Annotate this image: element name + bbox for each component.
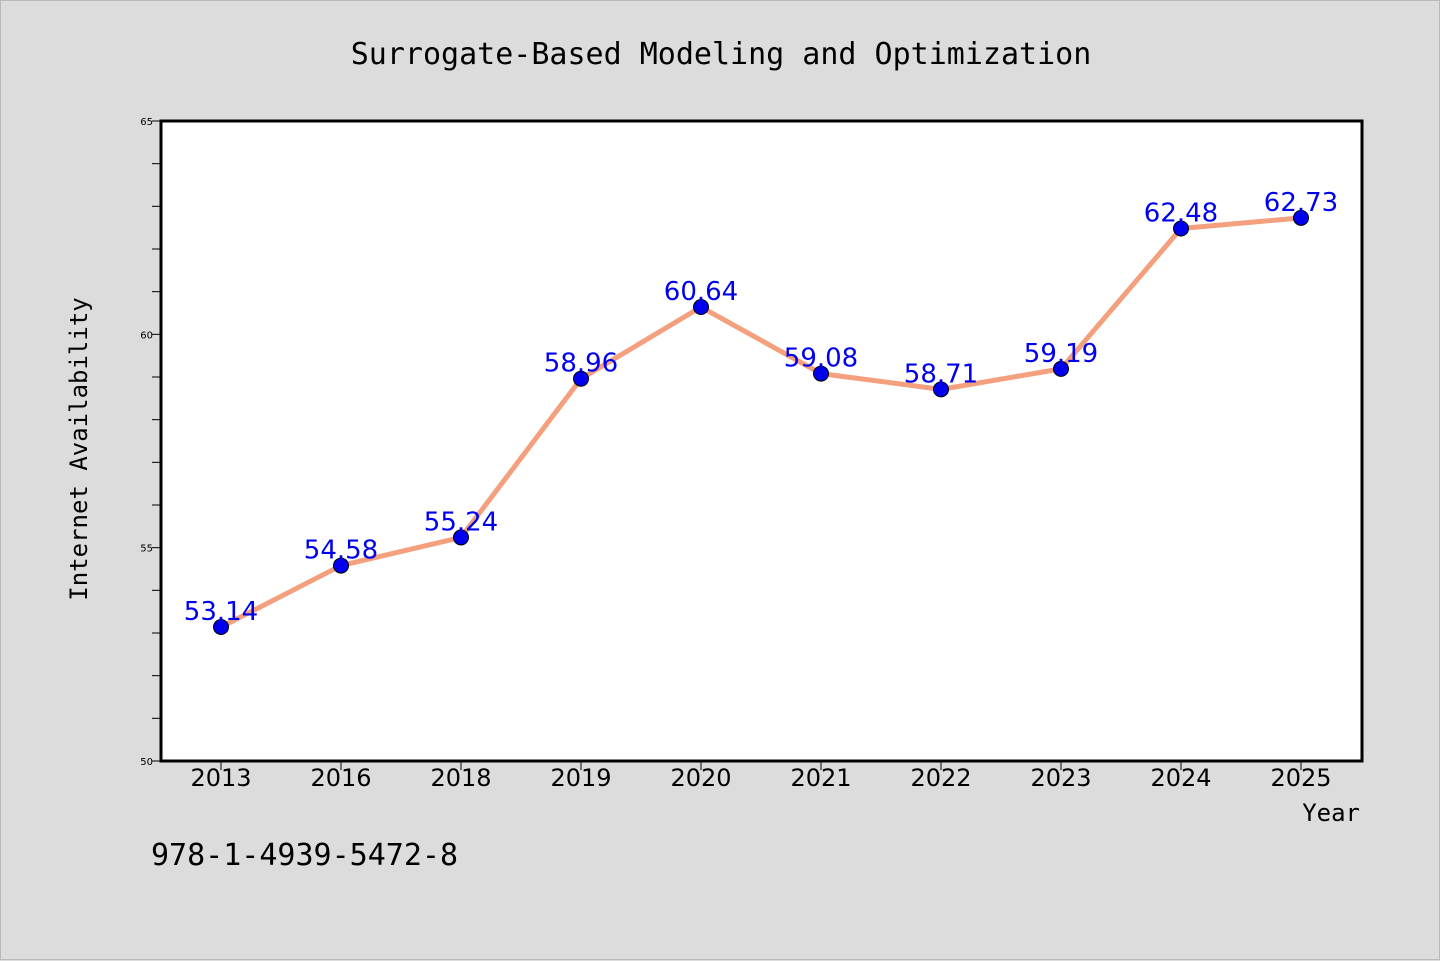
x-axis-label: Year xyxy=(1302,799,1360,827)
x-tick-label: 2022 xyxy=(910,764,971,792)
y-axis-ticks: 50 55 60 65 xyxy=(140,117,161,768)
x-tick-label: 2025 xyxy=(1270,764,1331,792)
data-point-label: 55.24 xyxy=(424,507,498,537)
footer-isbn-text: 978-1-4939-5472-8 xyxy=(151,838,458,873)
data-point-label: 58.96 xyxy=(544,349,618,379)
y-tick-label: 65 xyxy=(140,117,153,128)
data-point-label: 53.14 xyxy=(184,597,258,627)
data-point-label: 54.58 xyxy=(304,536,378,566)
x-tick-label: 2021 xyxy=(790,764,851,792)
data-point-label: 59.08 xyxy=(784,344,858,374)
x-tick-label: 2018 xyxy=(430,764,491,792)
y-tick-label: 55 xyxy=(140,544,153,555)
data-point-label: 62.48 xyxy=(1144,199,1218,229)
data-point-label: 62.73 xyxy=(1264,188,1338,218)
data-point-marker xyxy=(1293,209,1309,226)
x-tick-label: 2024 xyxy=(1150,764,1211,792)
plot-area xyxy=(161,121,1362,761)
x-tick-label: 2016 xyxy=(310,764,371,792)
data-point-marker xyxy=(693,299,709,316)
x-tick-label: 2013 xyxy=(190,764,251,792)
data-point-marker xyxy=(1173,220,1189,237)
series-labels-group: 53.14 54.58 55.24 58.96 60.64 59.08 58.71 59.19… xyxy=(184,188,1338,627)
data-point-marker xyxy=(933,381,949,398)
chart-title: Surrogate-Based Modeling and Optimizatio… xyxy=(351,37,1092,72)
data-point-marker xyxy=(813,365,829,382)
x-axis-ticks: 2013 2016 2018 2019 2020 2021 2022 2023 2024 2025 xyxy=(190,761,1332,792)
series-points-group xyxy=(213,209,1309,636)
data-point-marker xyxy=(573,370,589,387)
x-tick-label: 2020 xyxy=(670,764,731,792)
series-line xyxy=(218,215,1304,630)
data-point-label: 60.64 xyxy=(664,277,738,307)
data-point-marker xyxy=(213,619,229,636)
data-point-marker xyxy=(333,557,349,574)
data-point-marker xyxy=(1053,360,1069,377)
data-point-label: 59.19 xyxy=(1024,339,1098,369)
y-axis-label: Internet Availability xyxy=(65,297,93,600)
y-tick-label: 50 xyxy=(140,757,153,768)
data-point-label: 58.71 xyxy=(904,359,978,389)
data-point-marker xyxy=(453,529,469,546)
x-tick-label: 2019 xyxy=(550,764,611,792)
y-tick-label: 60 xyxy=(140,330,153,341)
series-line-group xyxy=(218,215,1304,630)
plot-frame xyxy=(159,119,1364,763)
x-tick-label: 2023 xyxy=(1030,764,1091,792)
